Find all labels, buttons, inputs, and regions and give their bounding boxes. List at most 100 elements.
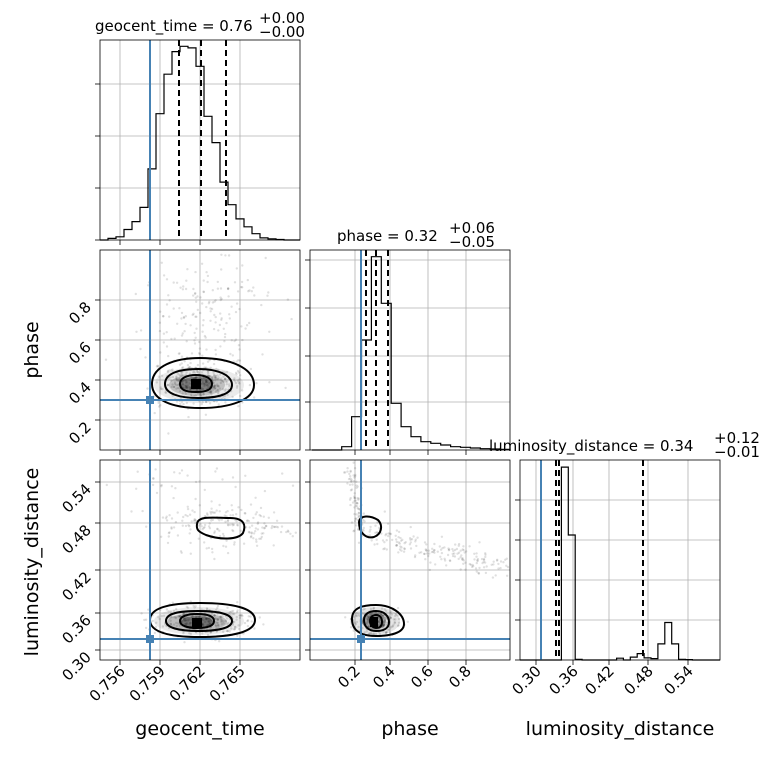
- scatter-point: [353, 621, 356, 624]
- ticks-lum-hist: 0.30 0.36 0.42 0.48 0.54: [508, 499, 697, 698]
- scatter-point: [484, 555, 487, 559]
- scatter-point: [236, 384, 239, 388]
- scatter-point: [184, 513, 187, 517]
- scatter-point: [497, 562, 500, 566]
- scatter-point: [213, 374, 216, 377]
- scatter-point: [422, 552, 426, 556]
- xlabel-geocent: geocent_time: [135, 718, 264, 740]
- scatter-point: [192, 394, 196, 398]
- scatter-point: [165, 608, 169, 611]
- scatter-point: [363, 520, 366, 523]
- scatter-point: [193, 339, 196, 342]
- scatter-point: [178, 374, 182, 377]
- scatter-point: [182, 374, 185, 377]
- scatter-point: [214, 321, 217, 324]
- scatter-point: [255, 540, 258, 543]
- scatter-point: [235, 267, 238, 270]
- scatter-point: [175, 281, 179, 284]
- scatter-point: [355, 612, 358, 615]
- scatter-point: [418, 551, 421, 554]
- scatter-point: [194, 270, 197, 274]
- scatter-point: [184, 392, 187, 395]
- scatter-point: [209, 391, 212, 394]
- scatter-point: [155, 491, 159, 495]
- scatter-point: [212, 386, 215, 390]
- scatter-point: [400, 549, 403, 552]
- scatter-point: [141, 509, 144, 513]
- scatter-point: [168, 369, 171, 372]
- scatter-point: [357, 511, 361, 514]
- scatter-point: [225, 370, 229, 374]
- scatter-point: [393, 621, 396, 624]
- scatter-point: [397, 617, 401, 621]
- scatter-point: [232, 523, 236, 526]
- scatter-point: [255, 544, 259, 547]
- scatter-point: [430, 550, 434, 554]
- scatter-point: [365, 630, 368, 633]
- scatter-point: [381, 614, 385, 617]
- scatter-point: [205, 512, 209, 515]
- scatter-point: [346, 467, 349, 470]
- scatter-point: [448, 548, 451, 551]
- scatter-point: [219, 381, 222, 385]
- scatter-point: [185, 340, 188, 343]
- scatter-point: [184, 373, 187, 376]
- scatter-point: [165, 331, 168, 334]
- scatter-point: [209, 389, 213, 392]
- scatter-point: [366, 618, 370, 621]
- scatter-point: [247, 530, 251, 534]
- scatter-point: [239, 614, 242, 617]
- scatter-point: [375, 531, 379, 534]
- scatter-point: [365, 622, 369, 625]
- scatter-point: [144, 356, 147, 359]
- scatter-point: [362, 608, 365, 611]
- scatter-point: [236, 290, 240, 293]
- panel-phase-vs-geocent: 0.2 0.4 0.6 0.8: [65, 249, 301, 455]
- scatter-point: [210, 500, 213, 503]
- scatter-point: [237, 624, 240, 627]
- scatter-point: [214, 348, 217, 352]
- scatter-point: [383, 620, 386, 623]
- scatter-point: [187, 618, 190, 621]
- scatter-point: [185, 605, 188, 609]
- scatter-point: [170, 337, 173, 341]
- scatter-point: [234, 310, 238, 314]
- scatter-point: [395, 613, 398, 616]
- scatter-point: [201, 623, 205, 626]
- scatter-point: [165, 519, 169, 522]
- scatter-point: [252, 516, 255, 520]
- scatter-point: [166, 541, 170, 545]
- scatter-point: [213, 531, 216, 535]
- scatter-point: [211, 510, 214, 514]
- scatter-point: [249, 615, 252, 618]
- x-tick-label: 0.762: [166, 662, 209, 705]
- scatter-point: [184, 287, 188, 291]
- scatter-point: [193, 292, 197, 296]
- scatter-point: [218, 640, 221, 643]
- scatter-point: [349, 480, 353, 483]
- scatter-point: [226, 523, 230, 526]
- scatter-point: [198, 352, 201, 356]
- scatter-point: [382, 624, 385, 627]
- scatter-point: [208, 391, 211, 394]
- scatter-point: [195, 376, 198, 379]
- scatter-point: [440, 535, 444, 538]
- scatter-point: [158, 617, 161, 621]
- scatter-point: [440, 558, 443, 561]
- scatter-point: [363, 607, 366, 610]
- scatter-point: [236, 601, 239, 604]
- scatter-point: [382, 623, 385, 626]
- scatter-point: [429, 561, 432, 564]
- scatter-point: [209, 619, 212, 622]
- scatter-point: [400, 539, 403, 542]
- scatter-point: [380, 612, 383, 616]
- scatter-point: [230, 610, 233, 613]
- scatter-point: [484, 571, 488, 575]
- scatter-point: [369, 612, 372, 615]
- scatter-point: [403, 547, 406, 550]
- scatter-point: [369, 631, 372, 635]
- scatter-point: [252, 532, 256, 535]
- scatter-point: [172, 623, 176, 626]
- scatter-point: [214, 617, 217, 620]
- scatter-point: [353, 506, 356, 509]
